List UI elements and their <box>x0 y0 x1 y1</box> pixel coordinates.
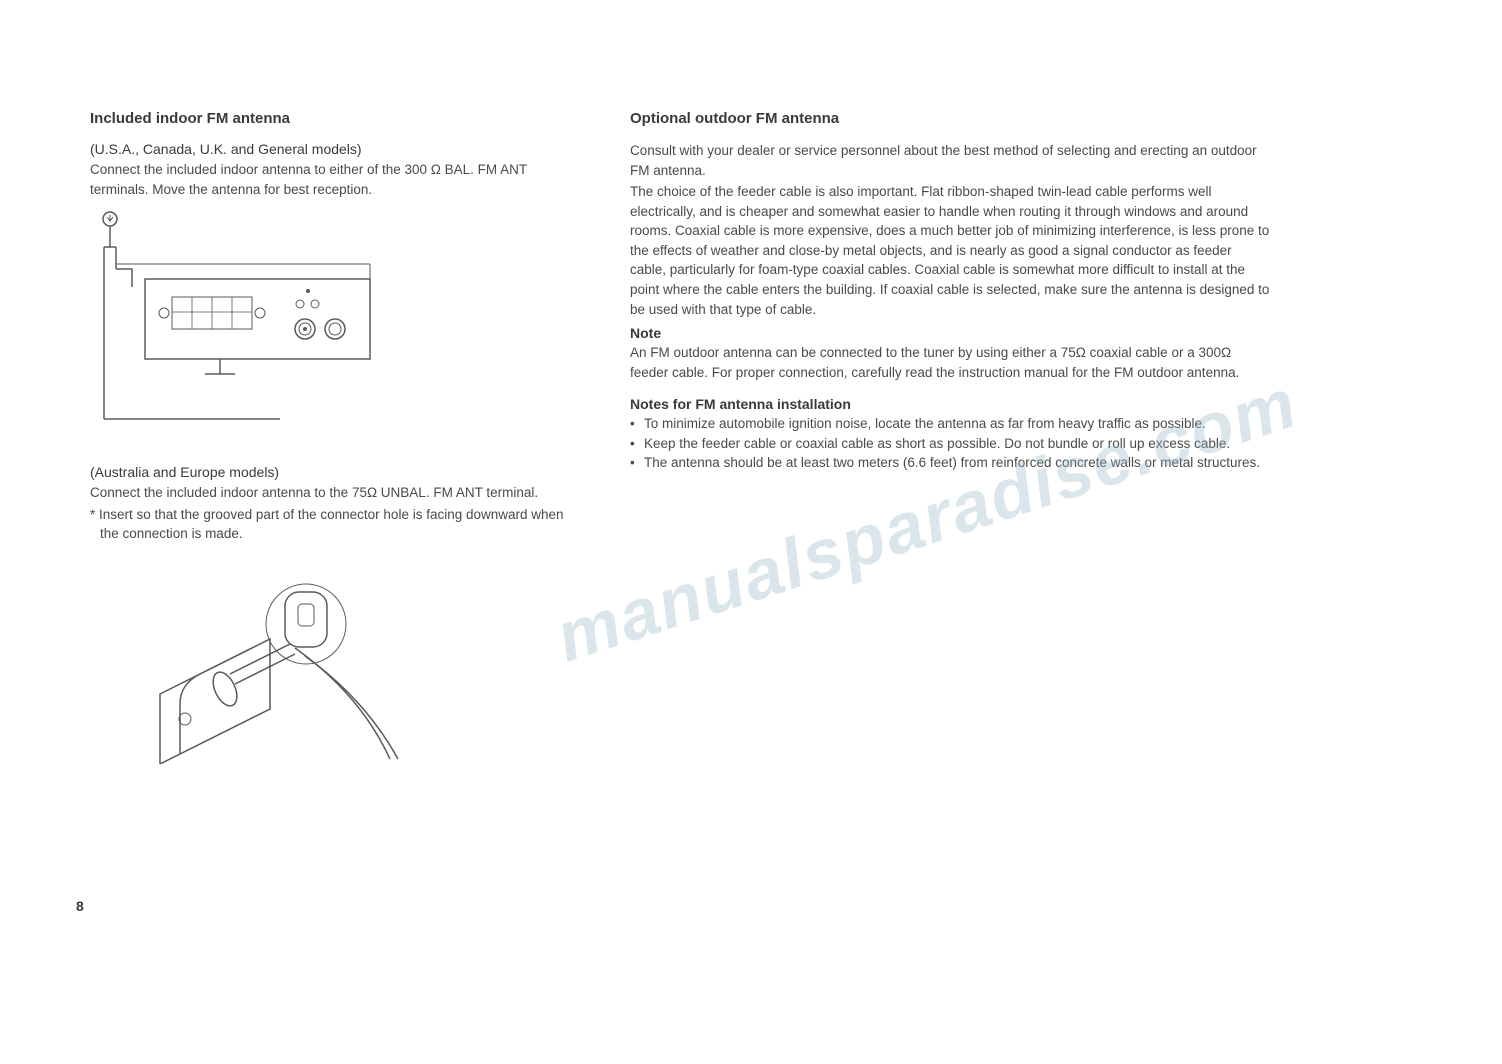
right-column: Optional outdoor FM antenna Consult with… <box>630 110 1270 797</box>
section1-text: Connect the included indoor antenna to e… <box>90 160 570 199</box>
notes-heading: Notes for FM antenna installation <box>630 396 1270 412</box>
section2-text: Connect the included indoor antenna to t… <box>90 483 570 503</box>
left-column: Included indoor FM antenna (U.S.A., Cana… <box>90 110 570 797</box>
bullet-list: To minimize automobile ignition noise, l… <box>630 414 1270 473</box>
right-para1: Consult with your dealer or service pers… <box>630 141 1270 180</box>
antenna-diagram-1 <box>90 209 570 434</box>
bullet-1: To minimize automobile ignition noise, l… <box>630 414 1270 434</box>
bullet-3: The antenna should be at least two meter… <box>630 453 1270 473</box>
bullet-2: Keep the feeder cable or coaxial cable a… <box>630 434 1270 454</box>
right-para2: The choice of the feeder cable is also i… <box>630 182 1270 319</box>
left-heading: Included indoor FM antenna <box>90 110 570 127</box>
note-heading: Note <box>630 325 1270 341</box>
right-heading: Optional outdoor FM antenna <box>630 110 1270 127</box>
antenna-diagram-2 <box>130 564 570 769</box>
page-number: 8 <box>76 898 84 914</box>
section2-asterisk: * Insert so that the grooved part of the… <box>90 505 570 544</box>
note-text: An FM outdoor antenna can be connected t… <box>630 343 1270 382</box>
section1-sub: (U.S.A., Canada, U.K. and General models… <box>90 141 570 157</box>
section2-sub: (Australia and Europe models) <box>90 464 570 480</box>
